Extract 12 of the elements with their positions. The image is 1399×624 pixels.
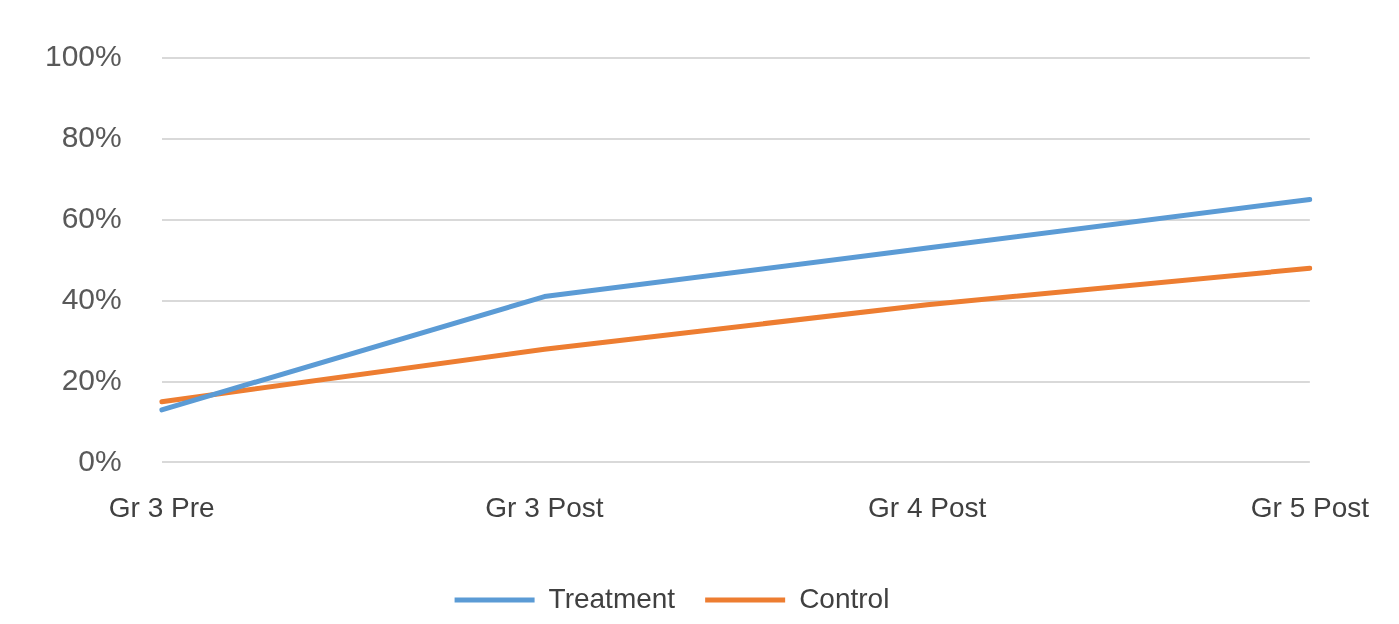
x-tick-label: Gr 3 Post bbox=[485, 491, 604, 523]
y-tick-label: 80% bbox=[61, 120, 122, 154]
x-tick-label: Gr 5 Post bbox=[1250, 491, 1370, 523]
y-tick-label: 60% bbox=[61, 201, 122, 235]
legend-label: Treatment bbox=[548, 582, 676, 614]
x-tick-label: Gr 4 Post bbox=[868, 491, 987, 523]
y-tick-label: 0% bbox=[78, 443, 122, 477]
y-tick-label: 100% bbox=[44, 39, 122, 73]
y-tick-label: 20% bbox=[61, 362, 122, 396]
legend-label: Control bbox=[799, 582, 890, 614]
y-tick-label: 40% bbox=[61, 281, 122, 315]
x-tick-label: Gr 3 Pre bbox=[108, 491, 215, 523]
